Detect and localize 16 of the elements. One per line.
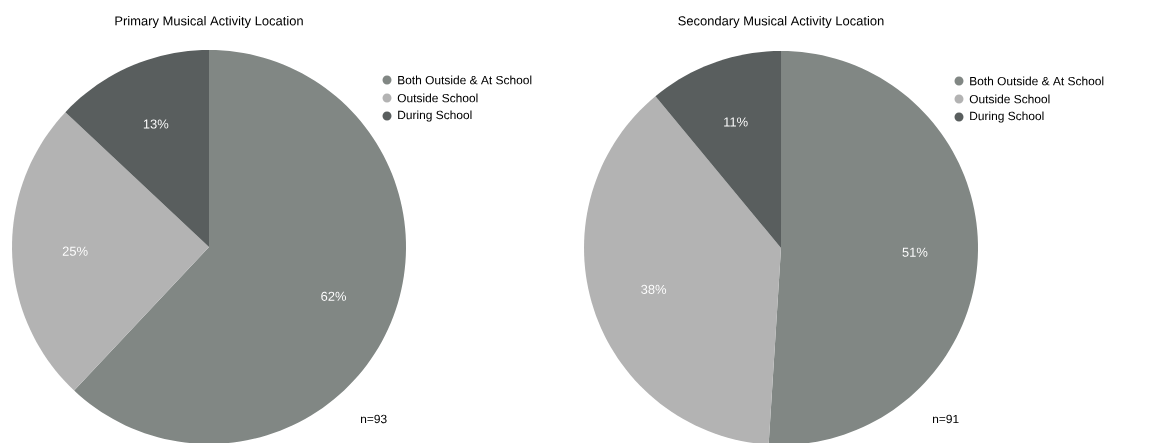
data-label: 13% (143, 119, 169, 129)
data-label: 62% (321, 291, 347, 301)
text: n=91 (933, 414, 959, 424)
data-label: 25% (62, 246, 88, 256)
chart-title: Secondary Musical Activity Location (678, 15, 884, 29)
legend-label: During School (970, 111, 1044, 123)
text: n=93 (361, 414, 387, 424)
legend-label: Outside School (969, 94, 1050, 104)
data-label: 51% (902, 247, 928, 257)
legend-label: Outside School (397, 93, 478, 103)
data-label: 11% (724, 117, 748, 127)
legend-label: During School (398, 110, 472, 122)
legend-label: Both Outside & At School (398, 75, 532, 85)
legend-label: Both Outside & At School (970, 76, 1104, 86)
data-label: 38% (641, 284, 667, 294)
chart-title: Primary Musical Activity Location (115, 15, 303, 29)
